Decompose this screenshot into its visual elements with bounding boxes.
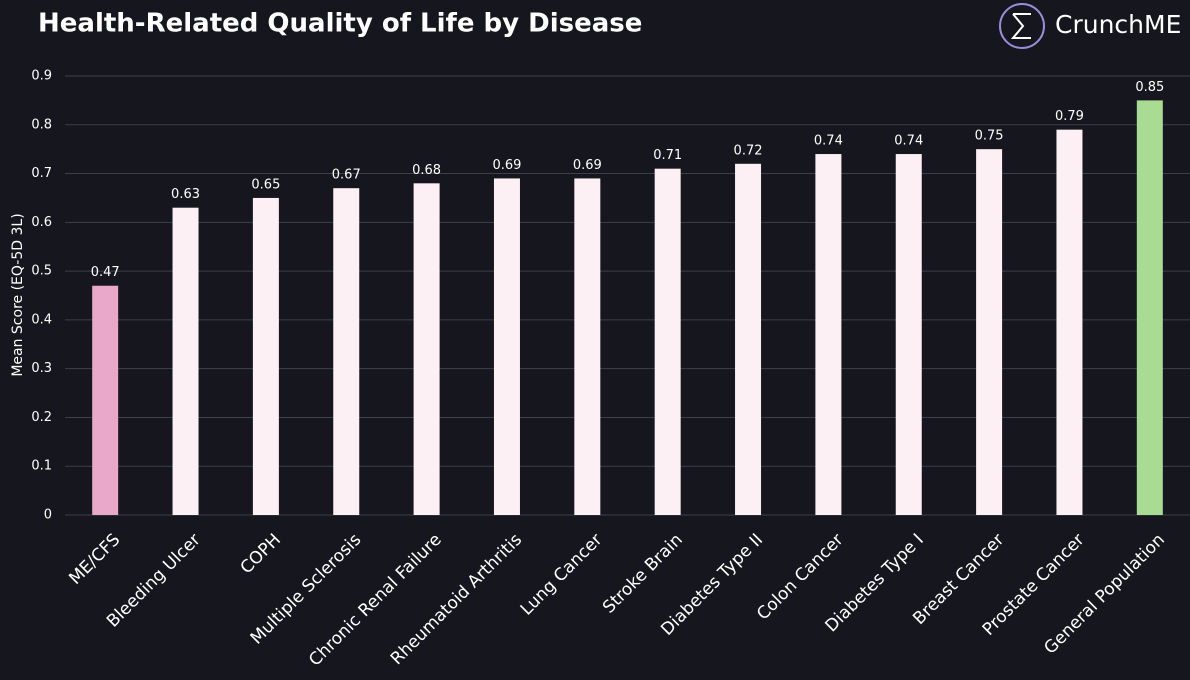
y-tick-label: 0.8 <box>31 117 52 132</box>
logo-circle <box>999 3 1045 49</box>
value-label: 0.65 <box>251 177 280 192</box>
value-label: 0.79 <box>1055 109 1084 124</box>
value-label: 0.69 <box>492 158 521 173</box>
brand-logo <box>999 3 1045 49</box>
y-tick-label: 0.6 <box>31 215 52 230</box>
chart-title: Health-Related Quality of Life by Diseas… <box>38 9 642 39</box>
brand-name: CrunchME <box>1055 10 1181 39</box>
value-label: 0.69 <box>573 158 602 173</box>
y-tick-label: 0 <box>44 508 52 523</box>
y-tick-label: 0.9 <box>31 69 52 84</box>
y-tick-label: 0.4 <box>31 312 52 327</box>
bar <box>735 163 762 516</box>
value-label: 0.74 <box>814 134 843 149</box>
value-label: 0.47 <box>91 265 120 280</box>
logo-sigma <box>1010 13 1031 39</box>
bar <box>574 178 601 515</box>
bar <box>1136 100 1163 515</box>
value-label: 0.68 <box>412 163 441 178</box>
bar <box>976 149 1003 515</box>
bar <box>92 285 119 515</box>
value-label: 0.75 <box>975 129 1004 144</box>
value-label: 0.85 <box>1135 80 1164 95</box>
bar <box>895 154 922 516</box>
y-tick-label: 0.5 <box>31 264 52 279</box>
bar <box>654 168 681 515</box>
y-axis-label: Mean Score (EQ-5D 3L) <box>10 213 26 376</box>
y-tick-label: 0.3 <box>31 361 52 376</box>
value-label: 0.63 <box>171 187 200 202</box>
y-tick-label: 0.7 <box>31 166 52 181</box>
bar <box>493 178 520 515</box>
bar <box>815 154 842 516</box>
bar <box>252 197 279 515</box>
y-tick-label: 0.2 <box>31 410 52 425</box>
y-tick-label: 0.1 <box>31 459 52 474</box>
value-label: 0.74 <box>894 134 923 149</box>
bar <box>1056 129 1083 515</box>
value-label: 0.67 <box>332 168 361 183</box>
bar <box>413 183 440 516</box>
value-label: 0.71 <box>653 148 682 163</box>
bar <box>333 188 360 515</box>
value-label: 0.72 <box>734 143 763 158</box>
bar <box>172 207 199 515</box>
